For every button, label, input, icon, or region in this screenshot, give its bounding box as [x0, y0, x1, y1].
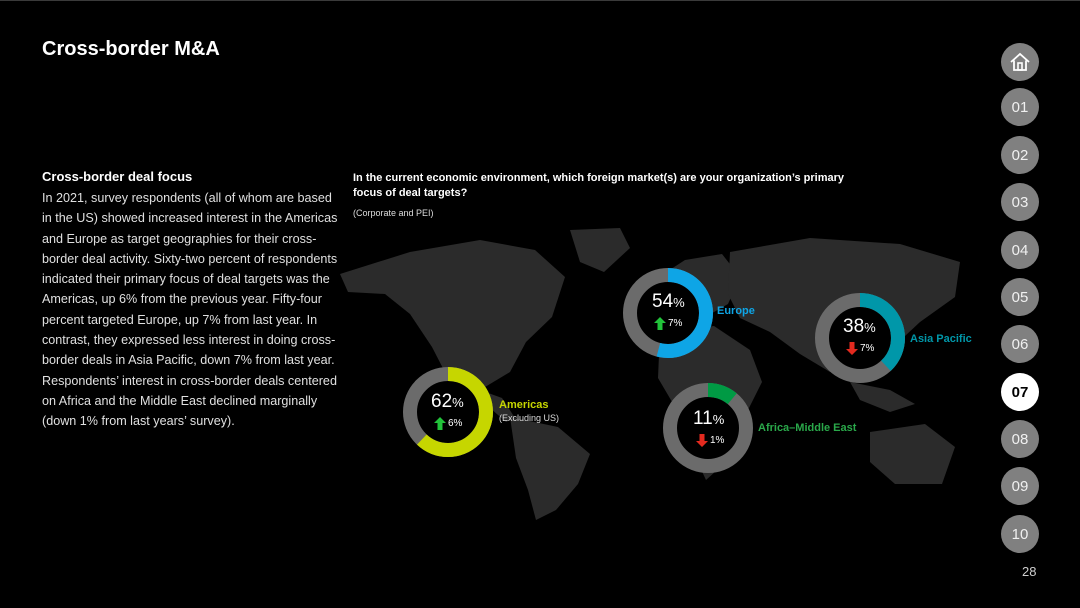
donut-asia — [815, 293, 905, 383]
nav-08[interactable]: 08 — [1001, 420, 1039, 458]
section-body: In 2021, survey respondents (all of whom… — [42, 191, 338, 429]
nav-06[interactable]: 06 — [1001, 325, 1039, 363]
pct-americas: 62% — [431, 391, 464, 413]
pct-unit: % — [673, 295, 685, 310]
ring-value-europe — [623, 268, 713, 358]
change-value: 7% — [860, 343, 875, 354]
pct-europe: 54% — [652, 291, 685, 313]
home-button[interactable] — [1001, 43, 1039, 81]
section-heading: Cross-border deal focus — [42, 169, 193, 184]
nav-04[interactable]: 04 — [1001, 231, 1039, 269]
nav-07[interactable]: 07 — [1001, 373, 1039, 411]
change-value: 6% — [448, 418, 463, 429]
sublabel-americas: (Excluding US) — [499, 413, 560, 423]
nav-03[interactable]: 03 — [1001, 183, 1039, 221]
pct-value: 11 — [693, 408, 713, 429]
pct-unit: % — [864, 320, 876, 335]
label-americas: Americas — [499, 399, 549, 411]
map-greenland — [570, 228, 630, 272]
pct-asia: 38% — [843, 316, 876, 338]
nav-02[interactable]: 02 — [1001, 136, 1039, 174]
home-icon — [1010, 52, 1030, 71]
pct-unit: % — [712, 412, 725, 427]
arrow-down-icon — [696, 434, 708, 447]
change-asia: 7% — [846, 342, 874, 355]
donut-americas — [403, 367, 493, 457]
label-europe: Europe — [717, 305, 755, 317]
chart-question: In the current economic environment, whi… — [353, 172, 845, 199]
change-africa: 1% — [696, 434, 724, 447]
change-value: 1% — [710, 435, 725, 446]
label-africa: Africa–Middle East — [758, 422, 857, 434]
pct-value: 62 — [431, 391, 453, 412]
top-rule — [0, 0, 1080, 1]
label-asia: Asia Pacific — [910, 333, 972, 345]
donut-africa — [663, 383, 753, 473]
nav-05[interactable]: 05 — [1001, 278, 1039, 316]
pct-value: 54 — [652, 291, 674, 312]
change-americas: 6% — [434, 417, 462, 430]
donut-europe — [623, 268, 713, 358]
arrow-down-icon — [846, 342, 858, 355]
ring-value-asia — [815, 293, 905, 383]
arrow-up-icon — [434, 417, 446, 430]
map-australia — [870, 424, 955, 484]
nav-09[interactable]: 09 — [1001, 467, 1039, 505]
ring-value-americas — [403, 367, 493, 457]
arrow-up-icon — [654, 317, 666, 330]
map-north-america — [340, 240, 565, 390]
ring-value-africa — [663, 383, 753, 473]
pct-unit: % — [452, 395, 464, 410]
chart-subtitle: (Corporate and PEI) — [353, 208, 434, 218]
change-europe: 7% — [654, 317, 682, 330]
map-se-asia — [850, 382, 915, 412]
page-title: Cross-border M&A — [42, 38, 220, 60]
page-number: 28 — [1022, 564, 1037, 579]
nav-10[interactable]: 10 — [1001, 515, 1039, 553]
pct-value: 38 — [843, 316, 865, 337]
pct-africa: 11% — [693, 408, 724, 430]
nav-01[interactable]: 01 — [1001, 88, 1039, 126]
map-south-america — [510, 417, 590, 520]
change-value: 7% — [668, 318, 683, 329]
